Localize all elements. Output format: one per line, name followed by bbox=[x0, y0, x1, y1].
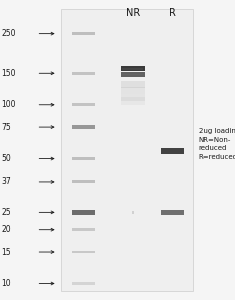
Text: NR: NR bbox=[126, 8, 140, 19]
Text: 20: 20 bbox=[1, 225, 11, 234]
Text: 37: 37 bbox=[1, 177, 11, 186]
Bar bbox=[161, 210, 184, 215]
Text: 150: 150 bbox=[1, 69, 16, 78]
Text: 250: 250 bbox=[1, 29, 16, 38]
Text: 100: 100 bbox=[1, 100, 16, 109]
Bar bbox=[121, 81, 145, 88]
Bar bbox=[122, 68, 143, 70]
Bar bbox=[72, 103, 95, 106]
Bar bbox=[72, 72, 95, 75]
Bar bbox=[72, 251, 95, 253]
Bar bbox=[121, 98, 145, 105]
Bar bbox=[72, 32, 95, 35]
Text: R: R bbox=[169, 8, 176, 19]
Bar bbox=[132, 211, 134, 214]
Bar bbox=[72, 180, 95, 183]
Bar bbox=[121, 87, 145, 94]
Text: 10: 10 bbox=[1, 279, 11, 288]
Bar bbox=[61, 9, 193, 291]
Text: 15: 15 bbox=[1, 248, 11, 256]
Bar bbox=[121, 66, 145, 71]
Bar bbox=[122, 74, 143, 76]
Bar bbox=[72, 228, 95, 231]
Text: 25: 25 bbox=[1, 208, 11, 217]
Text: 50: 50 bbox=[1, 154, 11, 163]
Bar bbox=[72, 282, 95, 285]
Bar bbox=[121, 72, 145, 76]
Bar bbox=[72, 125, 95, 129]
Bar bbox=[72, 210, 95, 215]
Text: 2ug loading
NR=Non-
reduced
R=reduced: 2ug loading NR=Non- reduced R=reduced bbox=[199, 128, 235, 160]
Bar bbox=[121, 94, 145, 101]
Text: 75: 75 bbox=[1, 123, 11, 132]
Bar bbox=[72, 157, 95, 160]
Bar bbox=[161, 148, 184, 154]
